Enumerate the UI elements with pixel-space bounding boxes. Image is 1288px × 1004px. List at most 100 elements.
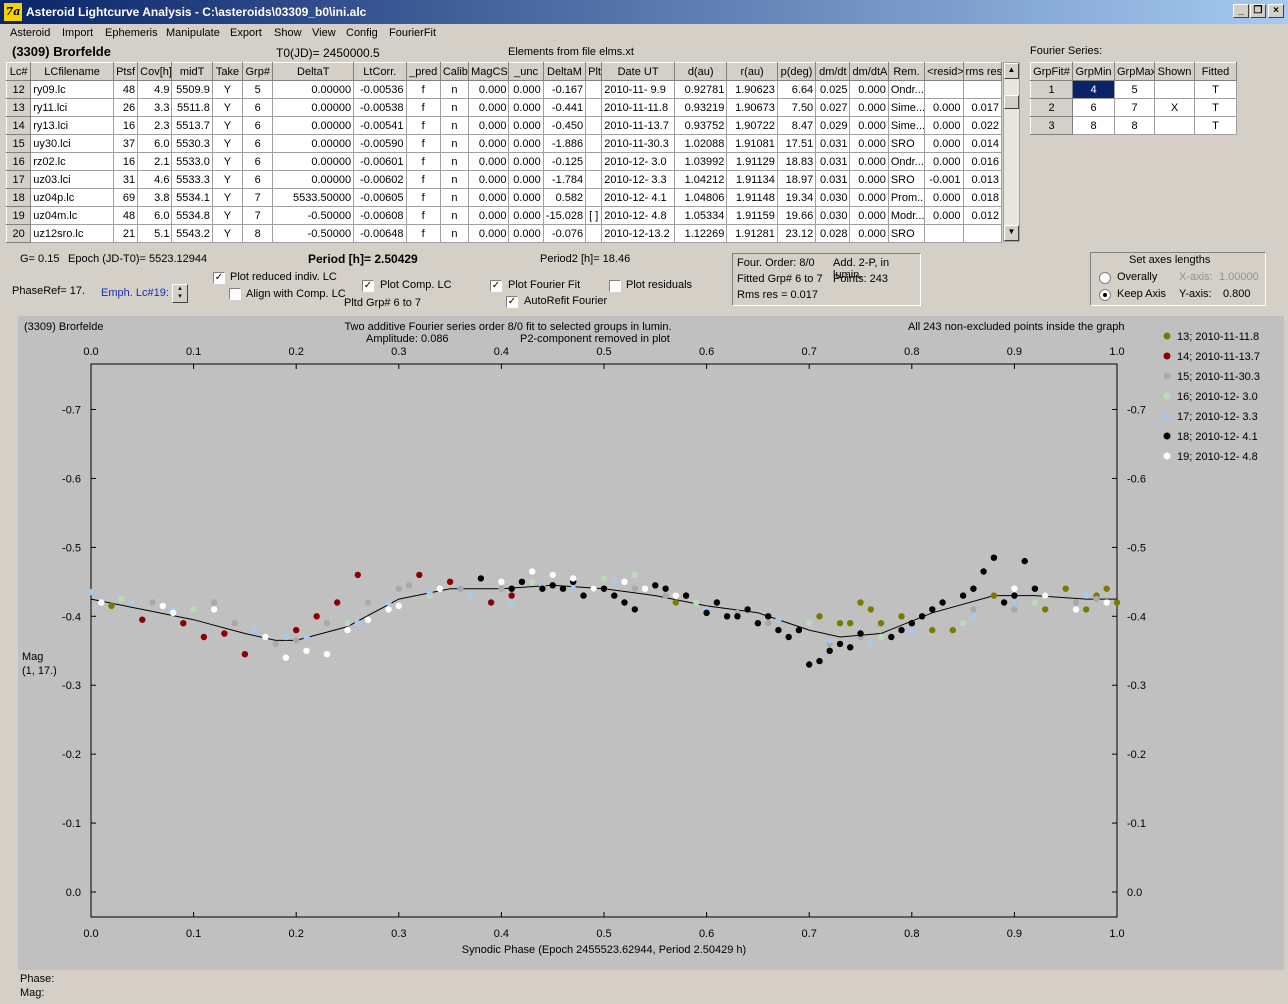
fourier-cell[interactable]: 3 <box>1030 116 1073 135</box>
table-cell[interactable]: -0.076 <box>542 224 587 243</box>
table-cell[interactable]: 1.90673 <box>726 98 778 117</box>
table-cell[interactable]: 5.1 <box>137 224 173 243</box>
table-cell[interactable]: -1.784 <box>542 170 587 189</box>
table-cell[interactable]: 1.91281 <box>726 224 778 243</box>
table-cell[interactable]: -0.00601 <box>353 152 407 171</box>
plot-comp-checkbox[interactable]: ✓ <box>362 280 374 292</box>
table-cell[interactable]: 17.51 <box>776 134 817 153</box>
fourier-cell[interactable]: T <box>1194 116 1237 135</box>
table-row[interactable]: 15 uy30.lci 37 6.0 5530.3 Y 6 0.00000 -0.00590 f n… <box>5 134 1002 153</box>
table-cell[interactable]: 16 <box>112 116 139 135</box>
menu-manipulate[interactable]: Manipulate <box>166 27 220 39</box>
table-cell[interactable]: 1.12269 <box>673 224 728 243</box>
column-header[interactable]: dm/dtA <box>849 62 889 81</box>
table-cell[interactable]: 26 <box>112 98 139 117</box>
table-cell[interactable]: 1.90623 <box>726 80 778 99</box>
table-cell[interactable]: 2010-12- 3.0 <box>601 152 675 171</box>
table-cell[interactable]: 3.8 <box>137 188 173 207</box>
scroll-down-icon[interactable]: ▼ <box>1004 225 1019 241</box>
table-cell[interactable]: 20 <box>5 224 32 243</box>
table-cell[interactable]: uz12sro.lc <box>30 224 114 243</box>
column-header[interactable]: d(au) <box>673 62 728 81</box>
table-cell[interactable]: 1.05334 <box>673 206 728 225</box>
table-cell[interactable]: 2010-11-13.7 <box>601 116 675 135</box>
table-cell[interactable]: 2010-12- 4.8 <box>601 206 675 225</box>
align-checkbox[interactable] <box>229 288 241 300</box>
table-cell[interactable]: 0.000 <box>849 80 889 99</box>
plot-reduced-checkbox[interactable]: ✓ <box>213 272 225 284</box>
table-cell[interactable]: 3.3 <box>137 98 173 117</box>
table-cell[interactable]: 4.6 <box>137 170 173 189</box>
table-cell[interactable]: 7.50 <box>776 98 817 117</box>
column-header[interactable]: _pred <box>405 62 441 81</box>
plot-fourier-checkbox[interactable]: ✓ <box>490 280 502 292</box>
table-cell[interactable]: 12 <box>5 80 32 99</box>
table-cell[interactable]: 69 <box>112 188 139 207</box>
table-cell[interactable]: 0.017 <box>962 98 1002 117</box>
column-header[interactable]: Grp# <box>242 62 274 81</box>
table-cell[interactable]: 0.00000 <box>272 170 355 189</box>
table-cell[interactable]: 0.000 <box>924 98 964 117</box>
table-cell[interactable]: 48 <box>112 206 139 225</box>
table-cell[interactable]: 5511.8 <box>171 98 213 117</box>
menu-fourierfit[interactable]: FourierFit <box>389 27 437 39</box>
table-cell[interactable]: 0.000 <box>468 188 510 207</box>
column-header[interactable]: Ptsf <box>112 62 139 81</box>
table-cell[interactable]: 7 <box>242 188 274 207</box>
table-cell[interactable]: [ ] <box>585 206 603 225</box>
column-header[interactable]: MagCS <box>468 62 510 81</box>
period-value[interactable]: Period [h]= 2.50429 <box>308 252 418 266</box>
keep-axis-radio[interactable] <box>1099 289 1111 301</box>
table-row[interactable]: 16 rz02.lc 16 2.1 5533.0 Y 6 0.00000 -0.00601 f n 0… <box>5 152 1002 171</box>
menu-view[interactable]: View <box>312 27 336 39</box>
table-cell[interactable]: 2010-12- 4.1 <box>601 188 675 207</box>
table-cell[interactable]: 1.91148 <box>726 188 778 207</box>
x-axis-value[interactable]: 1.00000 <box>1219 271 1259 283</box>
table-cell[interactable]: 0.000 <box>468 170 510 189</box>
table-cell[interactable]: 0.016 <box>962 152 1002 171</box>
table-cell[interactable]: -0.125 <box>542 152 587 171</box>
table-cell[interactable]: 5513.7 <box>171 116 213 135</box>
table-cell[interactable]: 17 <box>5 170 32 189</box>
table-cell[interactable]: 0.000 <box>508 116 544 135</box>
table-cell[interactable]: SRO <box>887 170 926 189</box>
table-cell[interactable]: -0.00648 <box>353 224 407 243</box>
menu-asteroid[interactable]: Asteroid <box>10 27 51 39</box>
table-cell[interactable]: 0.000 <box>924 206 964 225</box>
table-cell[interactable]: 13 <box>5 98 32 117</box>
table-cell[interactable]: 0.000 <box>468 224 510 243</box>
table-cell[interactable]: 0.030 <box>815 206 851 225</box>
menu-export[interactable]: Export <box>230 27 262 39</box>
table-cell[interactable]: 19 <box>5 206 32 225</box>
fourier-cell[interactable]: 1 <box>1030 80 1073 99</box>
column-header[interactable]: DeltaM <box>542 62 587 81</box>
table-cell[interactable]: 2010-12-13.2 <box>601 224 675 243</box>
table-cell[interactable]: 2010-12- 3.3 <box>601 170 675 189</box>
table-cell[interactable]: 6.64 <box>776 80 817 99</box>
table-cell[interactable]: uy30.lci <box>30 134 114 153</box>
column-header[interactable]: Rem. <box>887 62 926 81</box>
table-scrollbar[interactable]: ▲ ▼ <box>1003 62 1020 242</box>
menu-show[interactable]: Show <box>274 27 302 39</box>
table-cell[interactable]: 0.000 <box>849 224 889 243</box>
column-header[interactable]: <resid> <box>924 62 964 81</box>
column-header[interactable]: p(deg) <box>776 62 817 81</box>
table-cell[interactable]: 5530.3 <box>171 134 213 153</box>
table-cell[interactable]: 21 <box>112 224 139 243</box>
period2-value[interactable]: Period2 [h]= 18.46 <box>540 253 631 265</box>
table-cell[interactable]: 0.012 <box>962 206 1002 225</box>
table-cell[interactable]: -0.001 <box>924 170 964 189</box>
table-cell[interactable]: Sime... <box>887 98 926 117</box>
overally-radio[interactable] <box>1099 272 1111 284</box>
table-cell[interactable]: 7 <box>242 206 274 225</box>
table-row[interactable]: 13 ry11.lci 26 3.3 5511.8 Y 6 0.00000 -0.00538 f n… <box>5 98 1002 117</box>
table-cell[interactable]: 5534.8 <box>171 206 213 225</box>
table-cell[interactable]: SRO <box>887 134 926 153</box>
table-cell[interactable]: 1.04806 <box>673 188 728 207</box>
column-header[interactable]: Lc# <box>5 62 32 81</box>
column-header[interactable]: DeltaT <box>272 62 355 81</box>
table-cell[interactable] <box>585 224 603 243</box>
autorefit-checkbox[interactable]: ✓ <box>506 296 518 308</box>
